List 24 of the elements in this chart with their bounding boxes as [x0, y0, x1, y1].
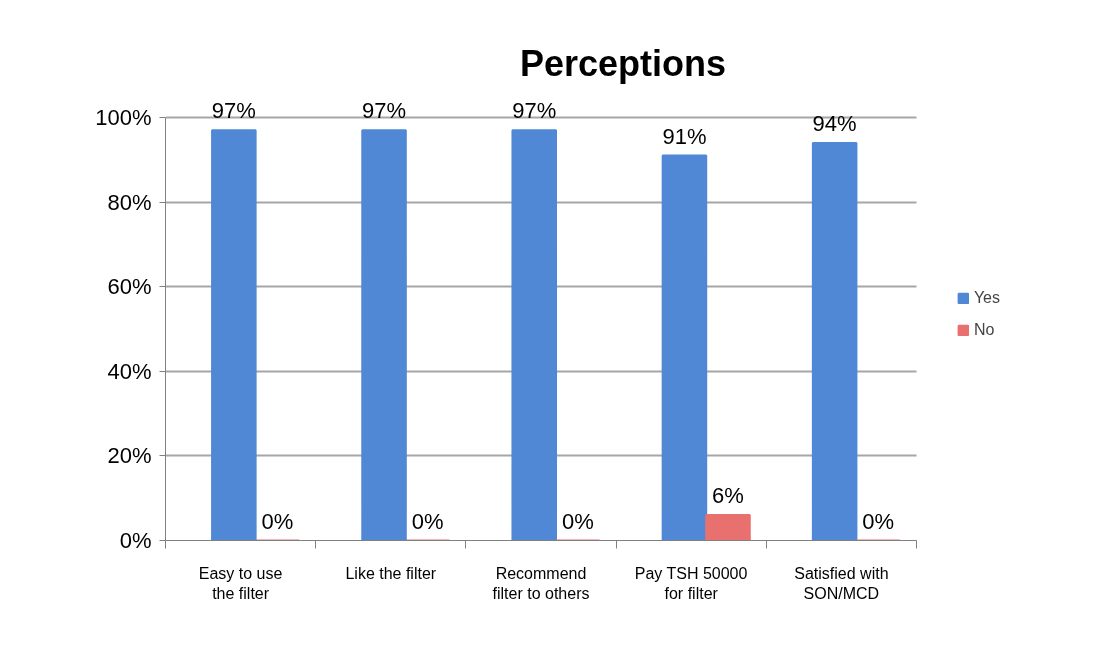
- data-label: 0%: [561, 508, 594, 534]
- x-tick-label: Satisfied with SON/MCD: [794, 564, 889, 602]
- data-label: 0%: [862, 508, 895, 534]
- x-tick-label: Like the filter: [345, 564, 437, 582]
- data-label: 6%: [712, 483, 744, 509]
- y-tick-label: 0%: [119, 528, 152, 553]
- data-label: 91%: [662, 123, 707, 149]
- y-tick-label: 80%: [107, 189, 152, 215]
- x-tick-label: Recommend filter to others: [492, 564, 590, 602]
- data-label: 0%: [411, 508, 444, 534]
- x-tick-label: Easy to use the filter: [198, 564, 283, 602]
- y-tick-label: 20%: [107, 443, 152, 469]
- y-tick-label: 40%: [107, 358, 152, 384]
- x-tick-label: Pay TSH 50000 for filter: [634, 564, 748, 602]
- data-label: 97%: [512, 98, 557, 124]
- data-label: 97%: [362, 98, 407, 124]
- data-label: 94%: [812, 110, 857, 136]
- legend-label: Yes: [973, 288, 1000, 307]
- y-tick-label: 100%: [95, 105, 152, 131]
- data-label: 97%: [211, 98, 256, 124]
- chart-title: Perceptions: [519, 42, 727, 84]
- data-label: 0%: [261, 508, 294, 534]
- y-tick-label: 60%: [107, 274, 152, 300]
- legend-label: No: [973, 320, 995, 339]
